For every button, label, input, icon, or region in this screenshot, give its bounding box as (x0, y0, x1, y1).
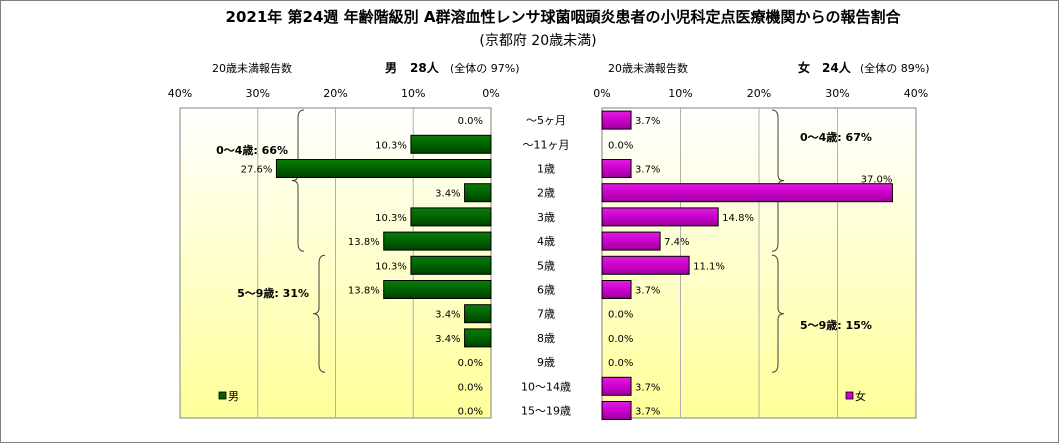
female-value-label: 3.7% (635, 116, 660, 127)
male-bar (410, 207, 492, 227)
male-bar (410, 255, 492, 275)
male-value-label: 10.3% (375, 140, 407, 151)
male-bar (383, 280, 492, 299)
male-legend-swatch (218, 391, 227, 400)
female-tick-label: 40% (904, 87, 928, 100)
female-bar (601, 207, 719, 227)
male-value-label: 0.0% (458, 358, 483, 369)
male-value-label: 3.4% (435, 334, 460, 345)
category-label: 10～14歳 (521, 380, 571, 393)
male-bar (464, 328, 492, 348)
female-value-label: 14.8% (722, 213, 754, 224)
male-bar (275, 159, 492, 178)
female-bar (601, 376, 632, 396)
male-value-label: 10.3% (375, 213, 407, 224)
female-value-label: 3.7% (635, 165, 660, 176)
female-group-bracket (771, 109, 785, 252)
female-legend-label: 女 (855, 389, 866, 403)
male-tick-label: 30% (246, 87, 270, 100)
male-tick-label: 20% (323, 87, 347, 100)
chart-subtitle: (京都府 20歳未満) (479, 33, 596, 49)
female-plot-area: 0% 10% 20% 30% 40% 0～4歳: 67% 5～9歳: 15% 3.7% 0.0%… (593, 87, 928, 420)
category-axis: ～5ヶ月 ～11ヶ月 1歳 2歳 3歳 4歳 5歳 6歳 7歳 8歳 9歳 10～14歳 15～19歳 (521, 114, 571, 417)
female-bar (601, 231, 661, 251)
category-label: 1歳 (537, 163, 555, 176)
right-header-label: 20歳未満報告数 (608, 62, 688, 75)
category-label: ～5ヶ月 (526, 114, 566, 127)
male-legend-label: 男 (228, 390, 239, 403)
female-value-label: 0.0% (608, 310, 633, 321)
category-label: 3歳 (537, 211, 555, 224)
female-bar (601, 401, 632, 420)
male-value-label: 10.3% (375, 261, 407, 272)
female-value-label: 0.0% (608, 334, 633, 345)
female-value-label: 3.7% (635, 286, 660, 297)
left-header-label: 20歳未満報告数 (212, 62, 292, 75)
male-tick-label: 40% (168, 87, 192, 100)
male-value-label: 3.4% (435, 189, 460, 200)
chart-title: 2021年 第24週 年齢階級別 A群溶血性レンサ球菌咽頭炎患者の小児科定点医療… (226, 8, 902, 26)
female-group-label: 5～9歳: 15% (800, 318, 872, 332)
left-header-share: (全体の 97%) (450, 61, 520, 75)
category-label: 7歳 (537, 308, 555, 321)
right-header-count: 24人 (822, 60, 852, 75)
male-value-label: 13.8% (348, 286, 380, 297)
right-header-share: (全体の 89%) (860, 61, 930, 75)
female-value-label: 3.7% (635, 407, 660, 418)
male-tick-label: 10% (401, 87, 425, 100)
male-bar (464, 304, 492, 324)
female-bar (601, 110, 632, 130)
female-group-bracket (771, 254, 785, 373)
female-bar (601, 280, 632, 299)
left-header-name: 男 (385, 61, 397, 75)
female-value-label: 0.0% (608, 140, 633, 151)
female-tick-label: 10% (668, 87, 692, 100)
female-bar (601, 255, 690, 275)
female-tick-label: 30% (825, 87, 849, 100)
male-value-label: 3.4% (435, 310, 460, 321)
male-tick-label: 0% (482, 87, 499, 100)
female-tick-label: 20% (747, 87, 771, 100)
female-value-label: 7.4% (664, 237, 689, 248)
female-legend-swatch (845, 391, 854, 400)
male-group-label: 0～4歳: 66% (216, 143, 288, 157)
male-value-label: 27.6% (241, 165, 273, 176)
female-bar (601, 159, 632, 178)
male-group-bracket (291, 109, 305, 252)
male-group-label: 5～9歳: 31% (237, 286, 309, 300)
category-label: 5歳 (537, 259, 555, 272)
male-bar (383, 231, 492, 251)
left-header-count: 28人 (410, 60, 440, 75)
category-label: 4歳 (537, 235, 555, 248)
category-label: 2歳 (537, 187, 555, 200)
category-label: 8歳 (537, 332, 555, 345)
female-value-label: 3.7% (635, 382, 660, 393)
male-group-bracket (312, 254, 326, 373)
category-label: ～11ヶ月 (523, 138, 570, 151)
female-bar (601, 183, 893, 203)
male-value-label: 0.0% (458, 116, 483, 127)
female-value-label: 11.1% (693, 261, 725, 272)
female-value-label: 0.0% (608, 358, 633, 369)
right-header-name: 女 (798, 60, 810, 75)
female-value-label: 37.0% (861, 175, 893, 186)
male-value-label: 13.8% (348, 237, 380, 248)
female-group-label: 0～4歳: 67% (800, 130, 872, 144)
male-value-label: 0.0% (458, 382, 483, 393)
male-plot-area: 0% 10% 20% 30% 40% 0～4歳: 66% 5～9歳: 31% 0.0% 10.3… (168, 87, 500, 419)
male-bar (464, 183, 492, 203)
female-tick-label: 0% (593, 87, 610, 100)
category-label: 15～19歳 (521, 405, 571, 418)
category-label: 9歳 (537, 356, 555, 369)
category-label: 6歳 (537, 284, 555, 297)
male-bar (410, 134, 492, 154)
male-value-label: 0.0% (458, 407, 483, 418)
